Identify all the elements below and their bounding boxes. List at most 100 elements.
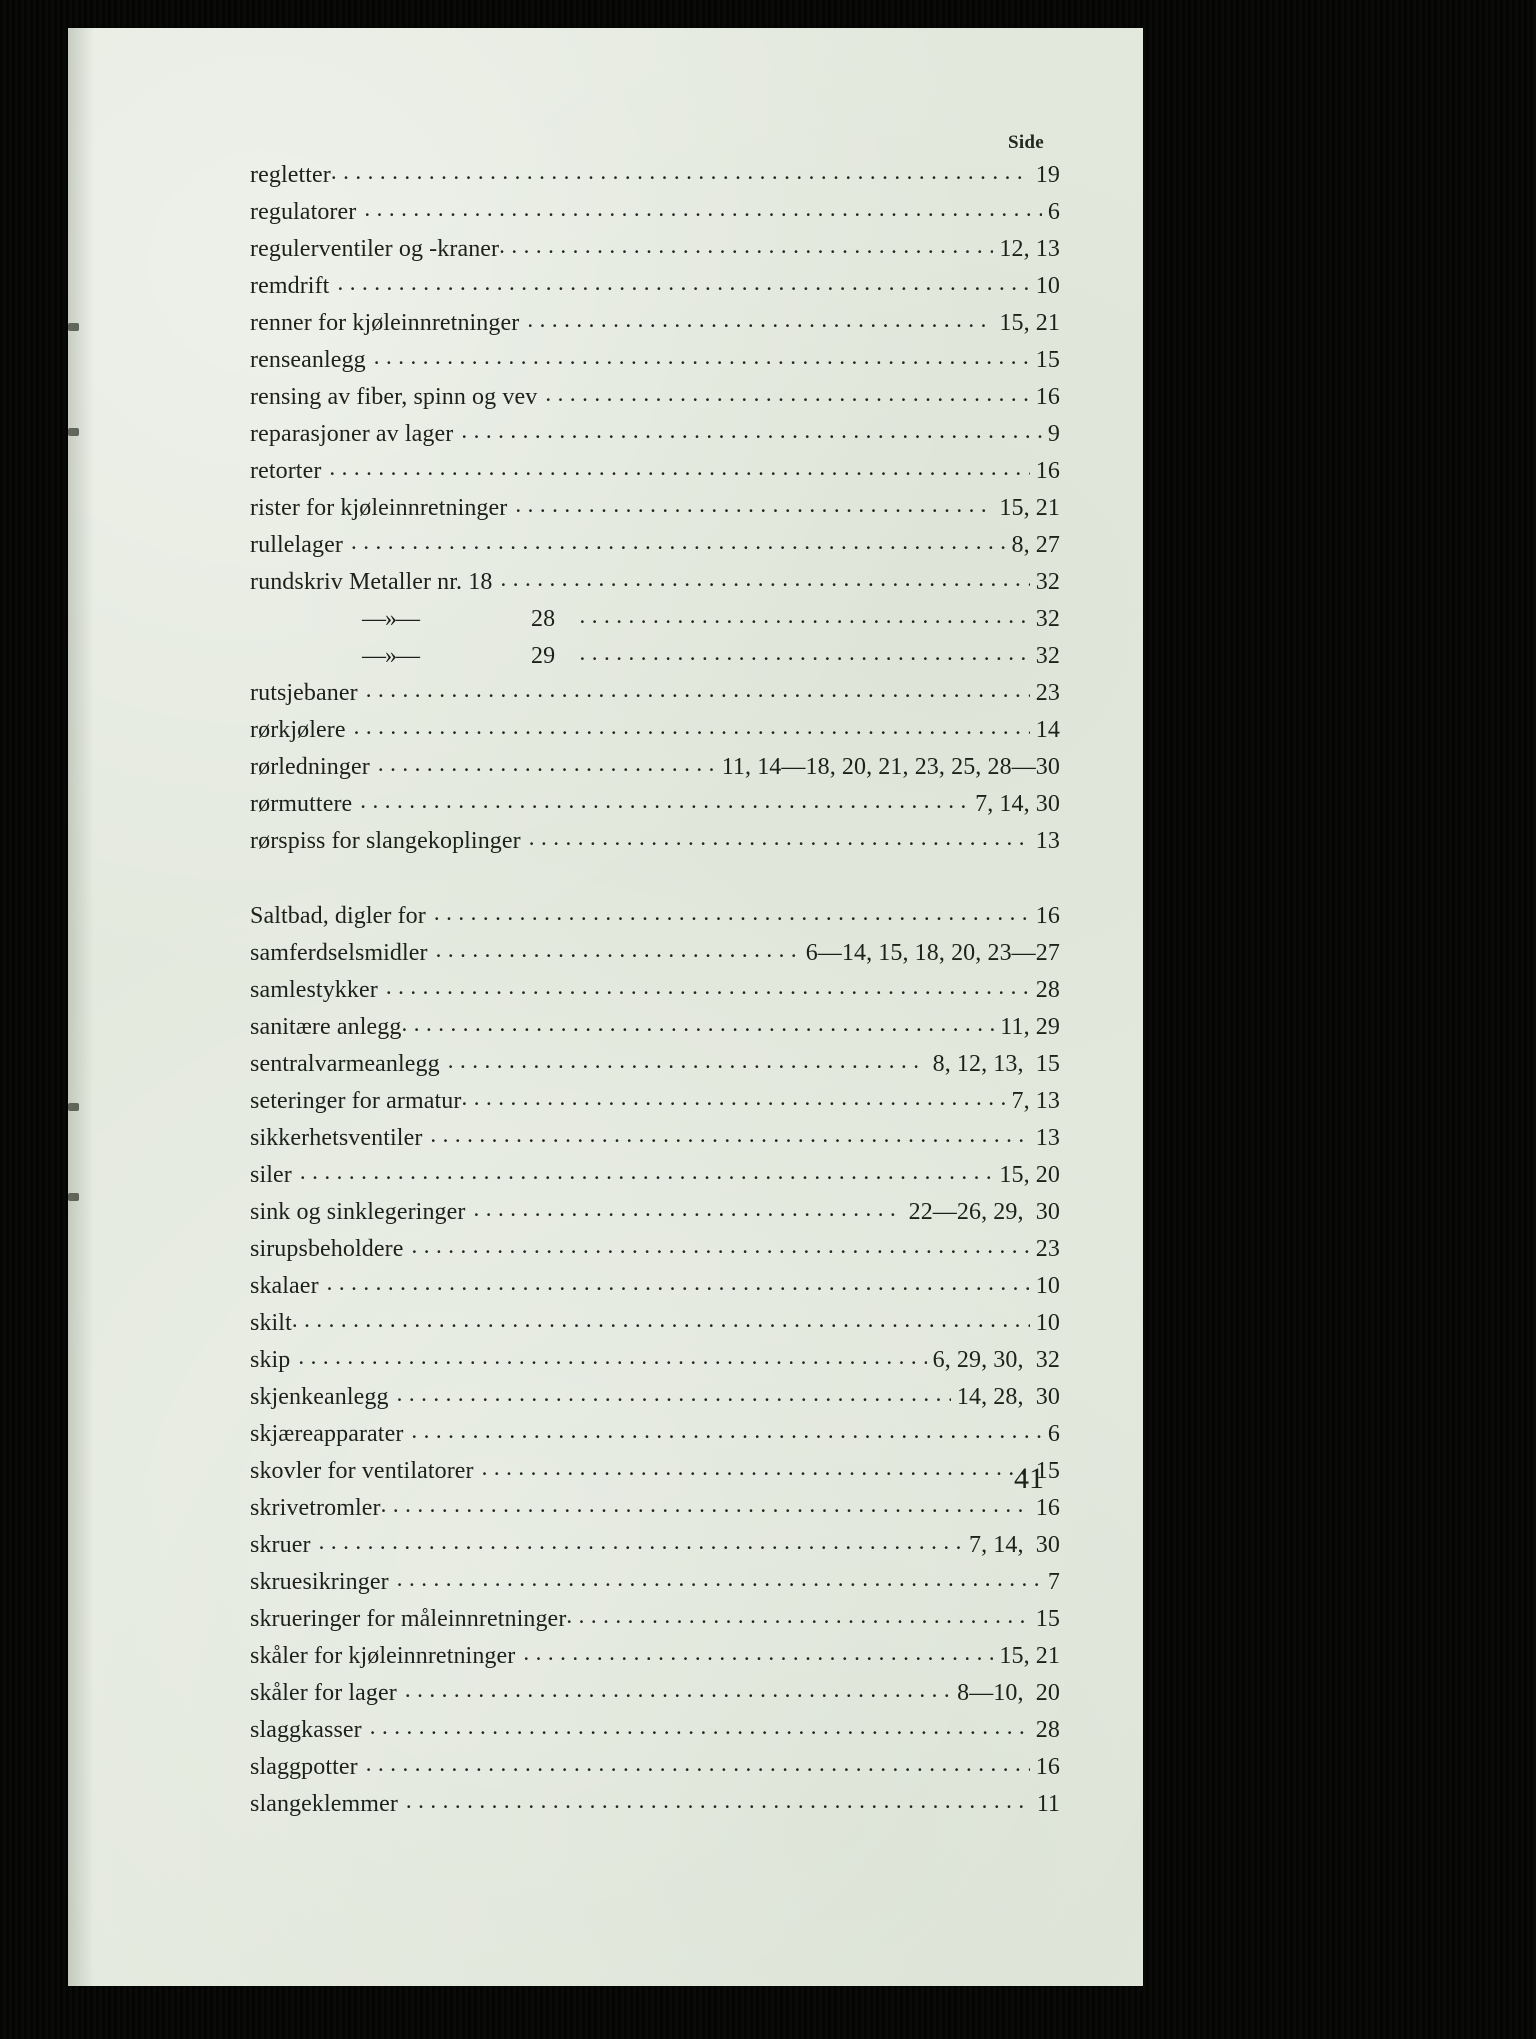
entry-term: regulerventiler og -kraner: [250, 236, 500, 262]
index-entry[interactable]: skip....................................…: [250, 1344, 1060, 1384]
dot-leader: ........................................…: [299, 1159, 994, 1184]
entry-page-numbers: 8, 27: [1011, 532, 1060, 558]
entry-term: rensing av fiber, spinn og vev: [250, 384, 538, 410]
entry-page-numbers: 15, 21: [999, 310, 1060, 336]
dot-leader: ........................................…: [326, 1270, 1030, 1295]
entry-term: retorter: [250, 458, 322, 484]
index-entry[interactable]: skruer..................................…: [250, 1529, 1060, 1569]
index-entry[interactable]: samferdselsmidler.......................…: [250, 937, 1060, 977]
entry-page-numbers: 6—14, 15, 18, 20, 23—27: [805, 940, 1060, 966]
dot-leader: ........................................…: [353, 714, 1030, 739]
index-entry[interactable]: regulerventiler og -kraner..............…: [250, 233, 1060, 273]
index-entry[interactable]: skruesikringer..........................…: [250, 1566, 1060, 1606]
index-entry[interactable]: seteringer for armatur..................…: [250, 1085, 1060, 1125]
dot-leader: ........................................…: [461, 418, 1042, 443]
dot-leader: ........................................…: [369, 1714, 1030, 1739]
index-entry[interactable]: rutsjebaner.............................…: [250, 677, 1060, 717]
entry-page-numbers: 32: [1035, 606, 1060, 632]
entry-term: sanitære anlegg: [250, 1014, 402, 1040]
entry-term: skjæreapparater: [250, 1421, 404, 1447]
index-entry[interactable]: sink og sinklegeringer..................…: [250, 1196, 1060, 1236]
index-entry[interactable]: regulatorer.............................…: [250, 196, 1060, 236]
index-entry[interactable]: rørkjølere..............................…: [250, 714, 1060, 754]
dot-leader: ........................................…: [318, 1529, 963, 1554]
index-entry[interactable]: skjenkeanlegg...........................…: [250, 1381, 1060, 1421]
entry-term: slaggpotter: [250, 1754, 358, 1780]
entry-term: regulatorer: [250, 199, 357, 225]
entry-term: slaggkasser: [250, 1717, 362, 1743]
entry-term: rundskriv Metaller nr. 18: [250, 569, 493, 595]
dot-leader: ........................................…: [404, 1677, 952, 1702]
entry-term: rørledninger: [250, 754, 370, 780]
entry-page-numbers: 6, 29, 30, 32: [932, 1347, 1060, 1373]
index-entry[interactable]: samlestykker............................…: [250, 974, 1060, 1014]
dot-leader: ........................................…: [401, 1011, 994, 1036]
index-entry[interactable]: skovler for ventilatorer................…: [250, 1455, 1060, 1495]
index-entry[interactable]: skilt...................................…: [250, 1307, 1060, 1347]
index-entry[interactable]: slaggkasser.............................…: [250, 1714, 1060, 1754]
index-entry[interactable]: rister for kjøleinnretninger............…: [250, 492, 1060, 532]
entry-term: skåler for lager: [250, 1680, 397, 1706]
dot-leader: ........................................…: [377, 751, 716, 776]
page-edge-mark: [68, 1103, 79, 1111]
entry-term: skip: [250, 1347, 291, 1373]
index-entry[interactable]: skåler for kjøleinnretninger............…: [250, 1640, 1060, 1680]
section-gap: [250, 865, 1060, 903]
entry-term: sikkerhetsventiler: [250, 1125, 423, 1151]
index-entry[interactable]: skjæreapparater.........................…: [250, 1418, 1060, 1458]
index-entry[interactable]: skrueringer for måleinnretninger........…: [250, 1603, 1060, 1643]
index-entry[interactable]: rundskriv Metaller nr. 18...............…: [250, 566, 1060, 606]
entry-term: skalaer: [250, 1273, 319, 1299]
index-entry[interactable]: rørspiss for slangekoplinger............…: [250, 825, 1060, 865]
dot-leader: ........................................…: [411, 1418, 1042, 1443]
entry-term: samlestykker: [250, 977, 378, 1003]
index-entry[interactable]: renseanlegg.............................…: [250, 344, 1060, 384]
index-entry[interactable]: skrivetromler...........................…: [250, 1492, 1060, 1532]
index-entry[interactable]: sikkerhetsventiler......................…: [250, 1122, 1060, 1162]
index-entry[interactable]: —»— 29...................................…: [250, 640, 1060, 680]
dot-leader: ........................................…: [330, 159, 1030, 184]
dot-leader: ........................................…: [405, 1788, 1031, 1813]
entry-page-numbers: 9: [1047, 421, 1060, 447]
index-entry[interactable]: Saltbad, digler for.....................…: [250, 900, 1060, 940]
page-edge-mark: [68, 1193, 79, 1201]
entry-term: renner for kjøleinnretninger: [250, 310, 520, 336]
page-folio-number: 41: [1014, 1462, 1044, 1495]
index-entry[interactable]: sirupsbeholdere.........................…: [250, 1233, 1060, 1273]
entry-page-numbers: 15: [1035, 1458, 1060, 1484]
entry-term: rørmuttere: [250, 791, 353, 817]
index-entry[interactable]: slangeklemmer...........................…: [250, 1788, 1060, 1828]
index-entry[interactable]: sentralvarmeanlegg......................…: [250, 1048, 1060, 1088]
entry-page-numbers: 22—26, 29, 30: [908, 1199, 1060, 1225]
index-entry[interactable]: slaggpotter.............................…: [250, 1751, 1060, 1791]
scanned-page: Side regletter..........................…: [68, 28, 1143, 1986]
index-entry[interactable]: remdrift................................…: [250, 270, 1060, 310]
index-entry[interactable]: rensing av fiber, spinn og vev..........…: [250, 381, 1060, 421]
index-entry[interactable]: rørledninger............................…: [250, 751, 1060, 791]
index-entry[interactable]: retorter................................…: [250, 455, 1060, 495]
dot-leader: ........................................…: [500, 566, 1029, 591]
entry-page-numbers: 15: [1035, 347, 1060, 373]
entry-term: skovler for ventilatorer: [250, 1458, 474, 1484]
entry-term: skruesikringer: [250, 1569, 389, 1595]
index-entry[interactable]: —»— 28...................................…: [250, 603, 1060, 643]
entry-term: slangeklemmer: [250, 1791, 398, 1817]
index-entry[interactable]: skåler for lager........................…: [250, 1677, 1060, 1717]
dot-leader: ........................................…: [350, 529, 1006, 554]
index-entry[interactable]: rullelager..............................…: [250, 529, 1060, 569]
page-edge-mark: [68, 428, 79, 436]
entry-page-numbers: 16: [1035, 903, 1060, 929]
entry-page-numbers: 32: [1035, 569, 1060, 595]
index-entry[interactable]: skalaer.................................…: [250, 1270, 1060, 1310]
entry-term: rørspiss for slangekoplinger: [250, 828, 521, 854]
index-entry[interactable]: rørmuttere..............................…: [250, 788, 1060, 828]
dot-leader: ........................................…: [447, 1048, 927, 1073]
dot-leader: ........................................…: [528, 825, 1030, 850]
dot-leader: ........................................…: [515, 492, 994, 517]
index-entry[interactable]: sanitære anlegg.........................…: [250, 1011, 1060, 1051]
index-entry[interactable]: siler...................................…: [250, 1159, 1060, 1199]
index-entry[interactable]: regletter...............................…: [250, 159, 1060, 199]
index-entry[interactable]: renner for kjøleinnretninger............…: [250, 307, 1060, 347]
index-entry[interactable]: reparasjoner av lager...................…: [250, 418, 1060, 458]
entry-page-numbers: 28: [1035, 1717, 1060, 1743]
